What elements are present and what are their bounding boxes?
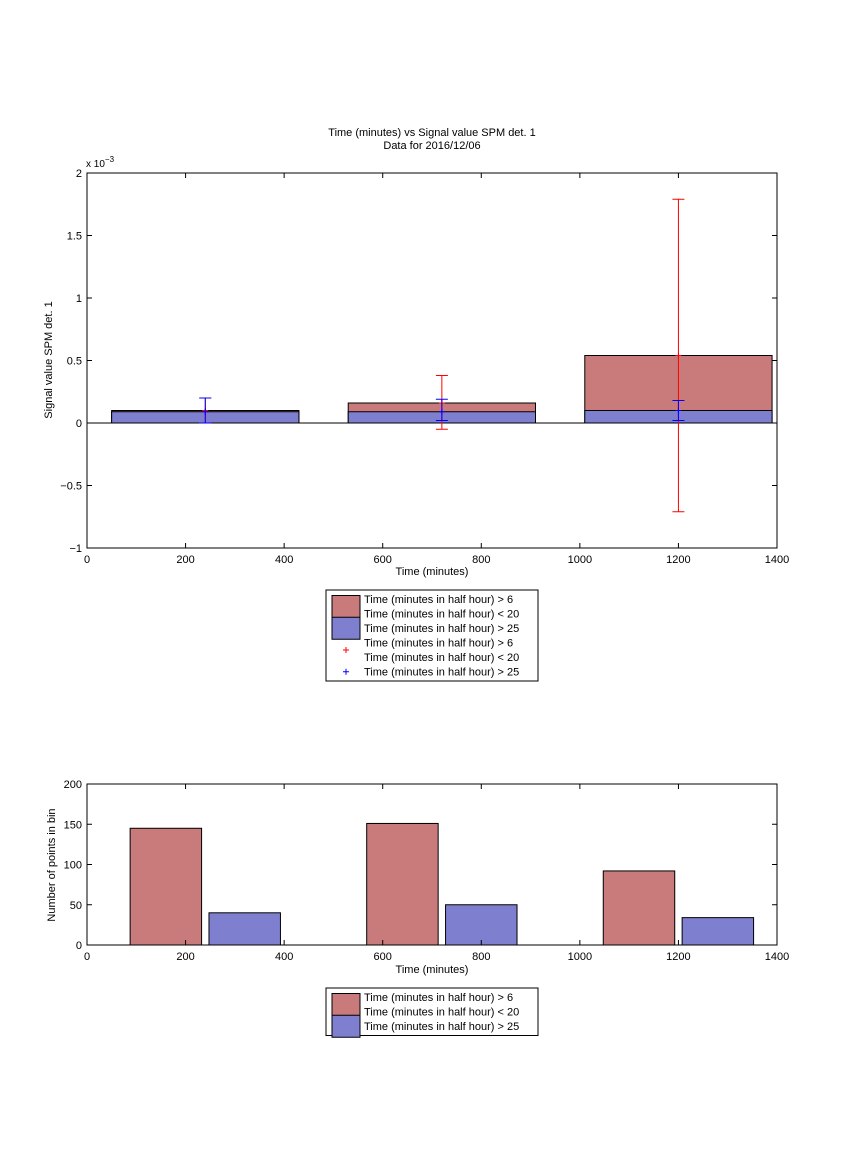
c2-xtick-label: 1200 (666, 951, 690, 963)
c1-xtick-label: 1000 (568, 554, 592, 566)
c1-xtick-label: 200 (176, 554, 194, 566)
signal-legend-label: Time (minutes in half hour) > 25 (364, 623, 519, 635)
c1-ytick-label: 0 (76, 418, 82, 430)
c2-xtick-label: 400 (275, 951, 293, 963)
signal-chart-title: Time (minutes) vs Signal value SPM det. … (328, 127, 535, 139)
signal-legend-label: Time (minutes in half hour) < 20 (364, 609, 519, 621)
count-legend-label: Time (minutes in half hour) < 20 (364, 1007, 519, 1019)
c2-xtick-label: 1400 (765, 951, 789, 963)
c2-xtick-label: 200 (176, 951, 194, 963)
c1-xtick-label: 400 (275, 554, 293, 566)
signal-legend-box (325, 589, 539, 682)
count-y-ticks: 0 50 100 150 200 (64, 779, 777, 952)
c1-ytick-label: −0.5 (60, 481, 82, 493)
c2-xtick-label: 1000 (568, 951, 592, 963)
signal-legend-swatch (331, 616, 361, 640)
c1-ytick-label: 1 (76, 293, 82, 305)
count-x-axis-label: Time (minutes) (396, 964, 469, 976)
c1-xtick-label: 600 (374, 554, 392, 566)
signal-chart: Time (minutes) vs Signal value SPM det. … (43, 127, 789, 682)
c1-ytick-label: 1.5 (67, 231, 82, 243)
c1-xtick-label: 1200 (666, 554, 690, 566)
count-bar-series-1 (445, 904, 518, 946)
count-bar-series-1 (208, 912, 281, 946)
signal-chart-subtitle: Data for 2016/12/06 (383, 140, 480, 152)
signal-legend-label: Time (minutes in half hour) > 6 (364, 594, 513, 606)
c1-xtick-label: 800 (472, 554, 490, 566)
c1-xtick-label: 1400 (765, 554, 789, 566)
count-bar-series-0 (366, 822, 439, 946)
signal-x-ticks: 0 200 400 600 800 1000 1200 1400 (84, 173, 789, 566)
c2-ytick-label: 50 (70, 900, 82, 912)
c2-ytick-label: 200 (64, 779, 82, 791)
signal-chart-exponent: x 10−3 (86, 155, 115, 170)
signal-legend-swatch (331, 595, 361, 618)
c1-ytick-label: 0.5 (67, 356, 82, 368)
c2-ytick-label: 0 (76, 940, 82, 952)
c2-xtick-label: 600 (374, 951, 392, 963)
signal-chart-exponent-base: x 10 (86, 159, 105, 170)
c2-xtick-label: 800 (472, 951, 490, 963)
count-legend-label: Time (minutes in half hour) > 25 (364, 1021, 519, 1033)
count-x-ticks: 0 200 400 600 800 1000 1200 1400 (84, 784, 789, 963)
signal-y-axis-label: Signal value SPM det. 1 (43, 301, 55, 418)
count-legend-label: Time (minutes in half hour) > 6 (364, 992, 513, 1004)
count-bar-series-1 (681, 917, 755, 946)
count-legend-box (325, 987, 539, 1036)
count-bar-series-0 (129, 827, 203, 946)
signal-chart-exponent-power: −3 (105, 155, 115, 164)
signal-x-axis-label: Time (minutes) (396, 566, 469, 578)
c1-ytick-label: 2 (76, 168, 82, 180)
signal-legend: Time (minutes in half hour) > 6 Time (min… (325, 589, 539, 682)
signal-legend-label: Time (minutes in half hour) < 20 (364, 652, 519, 664)
count-legend-swatch (331, 1014, 361, 1038)
count-bars (129, 822, 755, 946)
c1-xtick-label: 0 (84, 554, 90, 566)
signal-legend-label: Time (minutes in half hour) > 25 (364, 667, 519, 679)
count-legend-swatch (331, 993, 361, 1016)
count-bar-series-0 (602, 870, 676, 946)
signal-error-bars (199, 198, 685, 513)
count-legend: Time (minutes in half hour) > 6 Time (min… (325, 987, 539, 1038)
c2-ytick-label: 150 (64, 819, 82, 831)
signal-legend-label: Time (minutes in half hour) > 6 (364, 638, 513, 650)
count-y-axis-label: Number of points in bin (46, 808, 58, 921)
count-chart: 0 200 400 600 800 1000 1200 1400 0 50 100 150 200 T… (46, 779, 789, 1038)
signal-y-ticks: −1 −0.5 0 0.5 1 1.5 2 (60, 168, 777, 555)
c2-xtick-label: 0 (84, 951, 90, 963)
c1-ytick-label: −1 (69, 543, 82, 555)
c2-ytick-label: 100 (64, 860, 82, 872)
